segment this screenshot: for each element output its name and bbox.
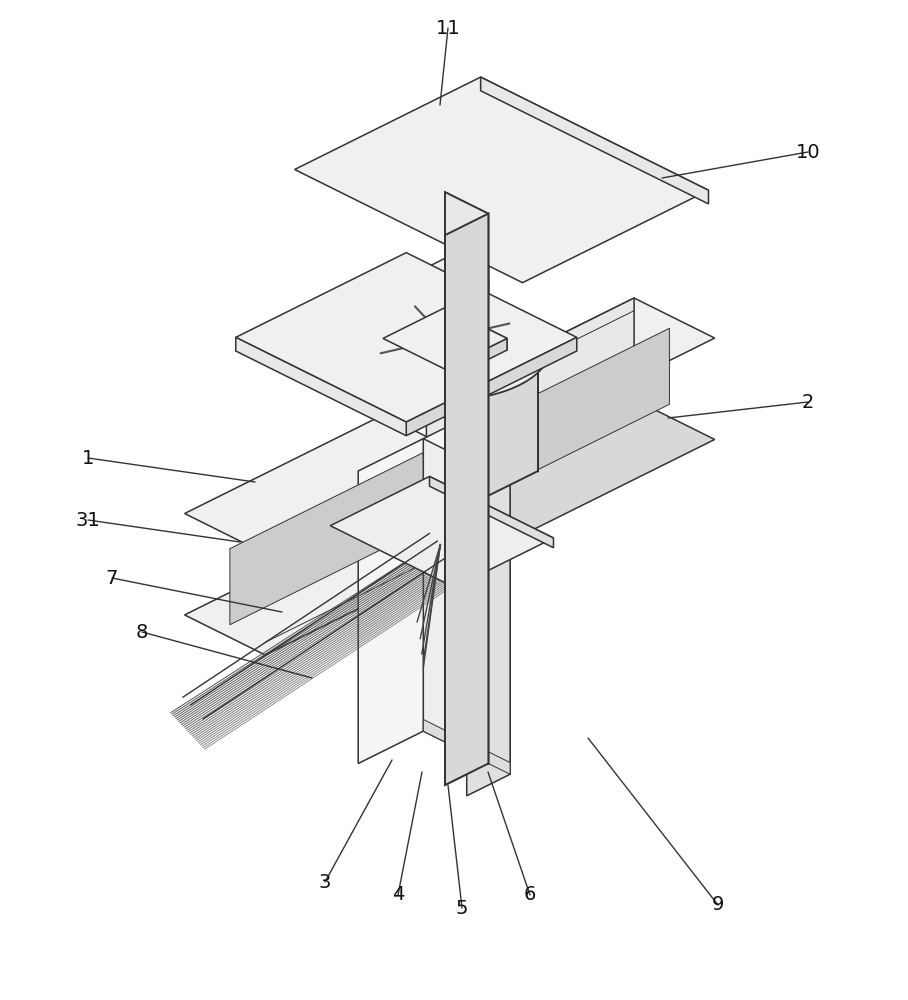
- Polygon shape: [331, 476, 554, 587]
- Polygon shape: [407, 326, 418, 338]
- Polygon shape: [472, 338, 484, 350]
- Polygon shape: [445, 350, 538, 517]
- Polygon shape: [184, 415, 464, 554]
- Polygon shape: [445, 258, 489, 348]
- Polygon shape: [358, 428, 445, 764]
- Polygon shape: [184, 516, 464, 655]
- Polygon shape: [445, 308, 507, 350]
- Text: 10: 10: [795, 142, 820, 161]
- Polygon shape: [423, 439, 510, 774]
- Polygon shape: [445, 214, 489, 785]
- Polygon shape: [445, 280, 489, 370]
- Polygon shape: [383, 308, 507, 369]
- Polygon shape: [359, 297, 531, 383]
- Polygon shape: [230, 450, 429, 625]
- Text: 5: 5: [456, 898, 469, 918]
- Text: 3: 3: [319, 872, 331, 892]
- Polygon shape: [452, 314, 464, 325]
- Polygon shape: [480, 77, 708, 204]
- Polygon shape: [265, 455, 464, 655]
- Text: 7: 7: [106, 568, 118, 587]
- Polygon shape: [467, 482, 510, 796]
- Polygon shape: [427, 399, 715, 543]
- Polygon shape: [401, 258, 489, 301]
- Polygon shape: [352, 304, 538, 396]
- Polygon shape: [426, 352, 439, 363]
- Text: 1: 1: [82, 448, 94, 468]
- Polygon shape: [423, 719, 510, 774]
- Polygon shape: [295, 77, 708, 283]
- Text: 2: 2: [802, 392, 814, 412]
- Polygon shape: [445, 304, 538, 471]
- Polygon shape: [445, 192, 489, 764]
- Polygon shape: [236, 337, 406, 436]
- Text: 4: 4: [392, 886, 404, 904]
- Polygon shape: [462, 328, 669, 507]
- Text: 31: 31: [75, 510, 101, 530]
- Text: 11: 11: [436, 18, 460, 37]
- Polygon shape: [445, 214, 489, 785]
- Polygon shape: [406, 337, 577, 436]
- Text: 6: 6: [524, 886, 537, 904]
- Polygon shape: [427, 298, 715, 441]
- Text: 8: 8: [136, 622, 148, 642]
- Polygon shape: [445, 192, 489, 764]
- Text: 9: 9: [712, 896, 725, 914]
- Polygon shape: [429, 476, 554, 548]
- Polygon shape: [445, 338, 507, 381]
- Polygon shape: [427, 298, 634, 503]
- Polygon shape: [236, 253, 577, 422]
- Polygon shape: [340, 296, 550, 400]
